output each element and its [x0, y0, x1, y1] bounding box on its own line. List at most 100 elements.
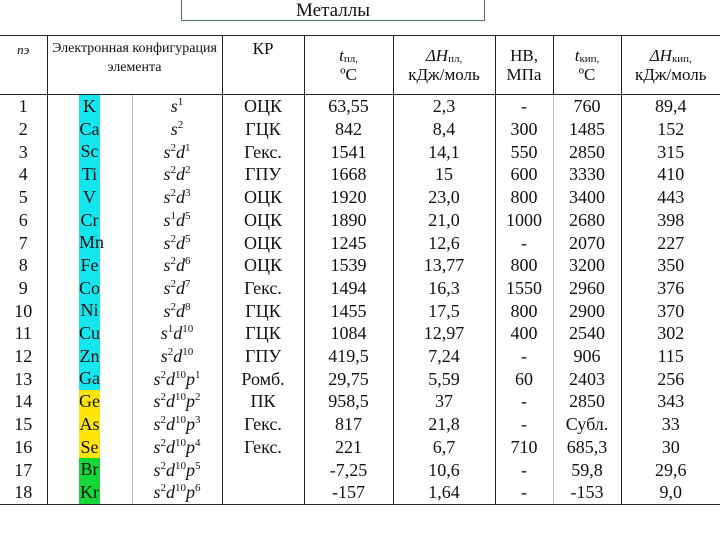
brinell-hardness: -	[494, 344, 554, 368]
boiling-enthalpy: 398	[620, 208, 720, 232]
orbital-count: 2	[170, 187, 177, 200]
melting-point: 419,5	[303, 344, 394, 368]
crystal-lattice: ОЦК	[221, 185, 305, 209]
orbital-count: 2	[170, 232, 177, 245]
orbital: s	[153, 414, 161, 435]
crystal-lattice: ОЦК	[221, 253, 305, 277]
electron-config: s2d5	[131, 231, 223, 254]
crystal-lattice: Гекс.	[221, 435, 305, 459]
header-row: nэ Электронная конфигурация элемента КР …	[0, 35, 720, 95]
boiling-enthalpy: 443	[620, 185, 720, 209]
brinell-hardness: 800	[494, 253, 554, 277]
row-number: 17	[14, 459, 33, 480]
melting-point: 1084	[303, 322, 394, 345]
orbital: p	[186, 436, 196, 457]
melting-point: 1890	[303, 208, 394, 232]
melting-point: 1920	[303, 185, 394, 209]
table-title: Металлы	[181, 0, 485, 21]
boiling-point: 2900	[552, 299, 622, 323]
electron-config: s2d8	[131, 299, 223, 323]
melting-enthalpy: 1,64	[392, 480, 496, 505]
electron-config: s2d10	[131, 344, 223, 368]
melting-enthalpy: 12,6	[392, 231, 496, 254]
electron-config: s2	[131, 117, 223, 141]
boiling-enthalpy: 30	[620, 435, 720, 459]
element-symbol: Mn	[46, 231, 132, 254]
element-symbol-label: Cu	[79, 322, 101, 345]
crystal-lattice: Гекс.	[221, 412, 305, 436]
boiling-point: 2403	[552, 367, 622, 391]
element-symbol-label: Ni	[79, 299, 100, 323]
boiling-enthalpy: 9,0	[620, 480, 720, 505]
melting-enthalpy: 16,3	[392, 276, 496, 300]
orbital-count: 1	[185, 141, 191, 154]
orbital: s	[170, 119, 178, 140]
element-symbol-label: Br	[79, 458, 100, 481]
orbital: p	[186, 391, 196, 412]
row-number: 10	[14, 300, 33, 321]
element-symbol: Cr	[46, 208, 132, 232]
melting-enthalpy: 17,5	[392, 299, 496, 323]
orbital: p	[186, 414, 196, 435]
header-hb: НВ, МПа	[494, 35, 554, 95]
element-symbol: Ge	[46, 390, 132, 413]
element-symbol-label: Ti	[79, 163, 100, 186]
melting-enthalpy: 21,0	[392, 208, 496, 232]
orbital-count: 2	[177, 119, 184, 132]
orbital-count: 2	[160, 391, 167, 404]
element-symbol-label: Ca	[79, 117, 100, 141]
element-symbol: V	[46, 185, 132, 209]
header-kr: КР	[221, 35, 305, 95]
boiling-point: 760	[552, 94, 622, 118]
melting-point: 221	[303, 435, 394, 459]
orbital: d	[176, 187, 186, 208]
melting-enthalpy: 21,8	[392, 412, 496, 436]
orbital: d	[166, 414, 176, 435]
header-n: nэ	[0, 35, 47, 95]
crystal-lattice: ОЦК	[221, 231, 305, 254]
element-symbol: Co	[46, 276, 132, 300]
element-symbol-label: Fe	[79, 253, 100, 277]
table-row: 6 Cr s1d5 ОЦК 1890 21,0 1000 2680 398	[0, 208, 720, 232]
orbital: s	[153, 459, 161, 480]
electron-config: s2d10p2	[131, 390, 223, 413]
table-row: 10 Ni s2d8 ГЦК 1455 17,5 800 2900 370	[0, 299, 720, 323]
element-symbol: Ca	[46, 117, 132, 141]
element-symbol-label: Kr	[79, 480, 100, 504]
orbital-count: 1	[170, 209, 177, 222]
row-number: 1	[18, 96, 28, 117]
melting-enthalpy: 5,59	[392, 367, 496, 391]
element-symbol-label: Sc	[79, 140, 100, 164]
crystal-lattice: ГПУ	[221, 163, 305, 186]
crystal-lattice	[221, 480, 305, 505]
melting-enthalpy: 2,3	[392, 94, 496, 118]
table-row: 15 As s2d10p3 Гекс. 817 21,8- Субл. 33	[0, 412, 720, 436]
orbital-count: 7	[185, 277, 191, 290]
boiling-enthalpy: 29,6	[620, 458, 720, 481]
orbital: d	[166, 459, 176, 480]
boiling-enthalpy: 256	[620, 367, 720, 391]
orbital: d	[173, 346, 183, 367]
boiling-enthalpy: 89,4	[620, 94, 720, 118]
melting-enthalpy: 15	[392, 163, 496, 186]
brinell-hardness: -	[494, 231, 554, 254]
orbital-count: 2	[185, 164, 191, 177]
orbital-count: 6	[185, 255, 191, 268]
orbital: d	[166, 436, 176, 457]
table-row: 7 Mn s2d5 ОЦК 1245 12,6-2070 227	[0, 231, 720, 254]
brinell-hardness: 60	[494, 367, 554, 391]
electron-config: s2d2	[131, 163, 223, 186]
row-number: 3	[18, 141, 28, 162]
boiling-enthalpy: 115	[620, 344, 720, 368]
orbital-count: 2	[170, 141, 177, 154]
boiling-enthalpy: 302	[620, 322, 720, 345]
brinell-hardness: 800	[494, 185, 554, 209]
brinell-hardness: 300	[494, 117, 554, 141]
orbital: p	[186, 459, 196, 480]
element-symbol-label: Cr	[79, 208, 100, 232]
electron-config: s1d10	[131, 322, 223, 345]
crystal-lattice: ОЦК	[221, 208, 305, 232]
melting-point: -7,25	[303, 458, 394, 481]
